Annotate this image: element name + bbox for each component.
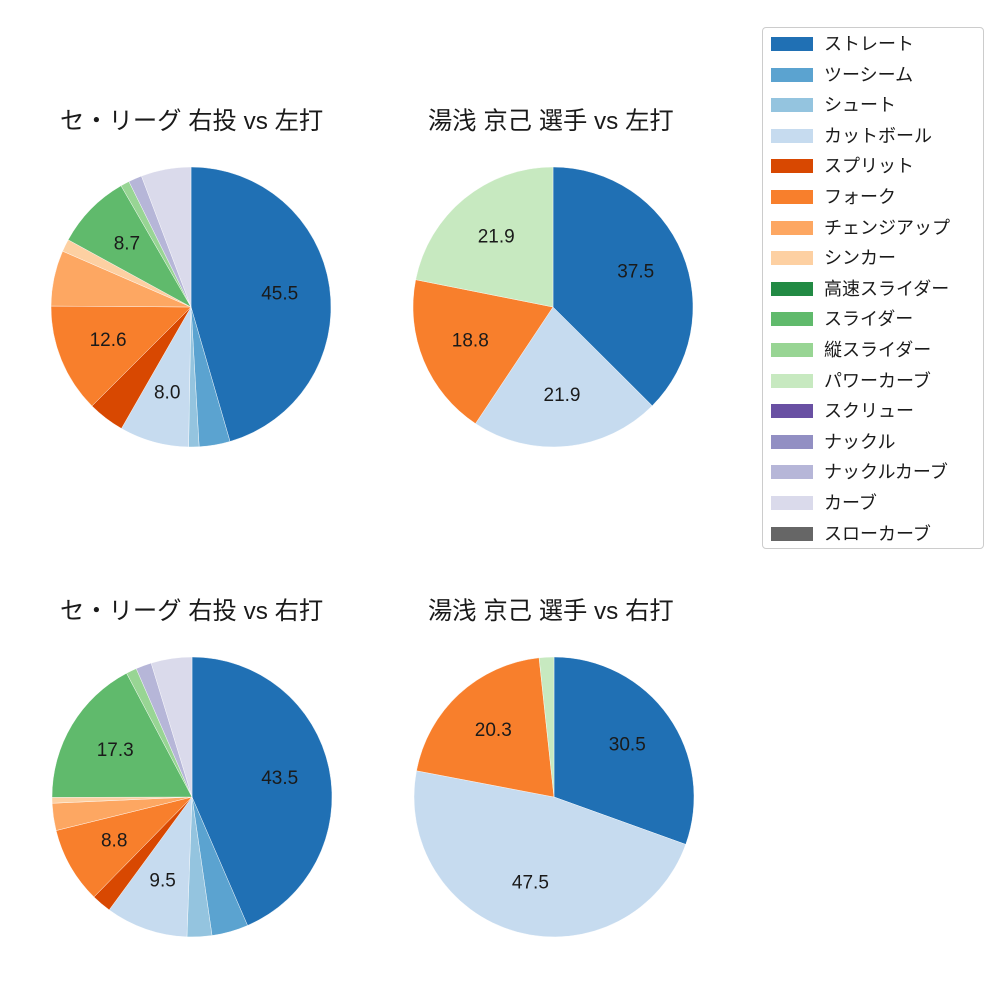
svg-text:17.3: 17.3 <box>97 740 134 761</box>
svg-text:8.8: 8.8 <box>101 830 127 851</box>
svg-text:21.9: 21.9 <box>544 385 581 406</box>
svg-text:45.5: 45.5 <box>261 283 298 304</box>
svg-text:47.5: 47.5 <box>512 872 549 893</box>
svg-text:37.5: 37.5 <box>617 262 654 283</box>
svg-text:12.6: 12.6 <box>90 330 127 351</box>
svg-text:43.5: 43.5 <box>261 768 298 789</box>
svg-text:20.3: 20.3 <box>475 720 512 741</box>
svg-text:8.0: 8.0 <box>154 382 180 403</box>
svg-text:9.5: 9.5 <box>149 871 175 892</box>
svg-text:30.5: 30.5 <box>609 735 646 756</box>
svg-text:8.7: 8.7 <box>114 233 140 254</box>
svg-text:18.8: 18.8 <box>452 330 489 351</box>
svg-text:21.9: 21.9 <box>478 227 515 248</box>
